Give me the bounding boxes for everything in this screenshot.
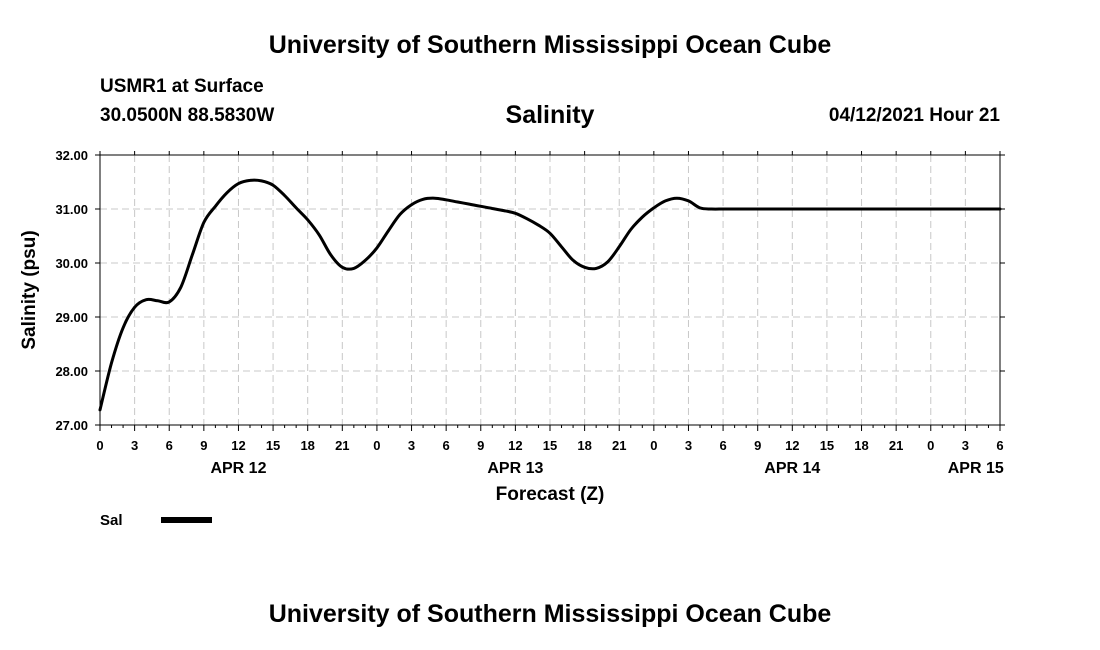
legend: Sal — [100, 512, 212, 529]
series-layer — [98, 178, 1002, 412]
y-tick-label: 31.00 — [55, 202, 88, 217]
x-tick-label: 12 — [785, 438, 799, 453]
y-tick-label: 32.00 — [55, 148, 88, 163]
y-tick-labels: 27.00 28.00 29.00 30.00 31.00 32.00 — [55, 148, 88, 433]
footer-title: University of Southern Mississippi Ocean… — [268, 600, 832, 628]
station-name: USMR1 at Surface — [100, 76, 264, 97]
x-tick-label: 6 — [719, 438, 726, 453]
y-tick-label: 30.00 — [55, 256, 88, 271]
station-coordinates: 30.0500N 88.5830W — [100, 105, 275, 126]
day-label: APR 14 — [764, 460, 820, 477]
x-tick-label: 12 — [231, 438, 245, 453]
x-tick-label: 21 — [612, 438, 626, 453]
grid-lines — [100, 155, 1000, 425]
series-line-sal — [98, 178, 1002, 412]
forecast-date-label: 04/12/2021 Hour 21 — [828, 105, 1000, 126]
x-tick-label: 21 — [889, 438, 903, 453]
y-axis-title: Salinity (psu) — [19, 230, 40, 349]
x-tick-label: 6 — [443, 438, 450, 453]
x-tick-label: 9 — [754, 438, 761, 453]
y-tick-label: 29.00 — [55, 310, 88, 325]
x-tick-label: 18 — [300, 438, 314, 453]
x-tick-label: 12 — [508, 438, 522, 453]
x-tick-label: 9 — [200, 438, 207, 453]
x-tick-label: 0 — [927, 438, 934, 453]
day-label: APR 15 — [948, 460, 1004, 477]
y-tick-label: 28.00 — [55, 364, 88, 379]
x-axis-title: Forecast (Z) — [496, 484, 605, 505]
variable-title: Salinity — [505, 101, 595, 129]
x-tick-label: 15 — [266, 438, 280, 453]
x-tick-label: 3 — [962, 438, 969, 453]
x-tick-label: 6 — [166, 438, 173, 453]
x-tick-label: 9 — [477, 438, 484, 453]
day-label: APR 13 — [487, 460, 543, 477]
x-tick-label: 15 — [543, 438, 557, 453]
page-title: University of Southern Mississippi Ocean… — [268, 31, 832, 59]
day-label: APR 12 — [210, 460, 266, 477]
y-tick-label: 27.00 — [55, 418, 88, 433]
x-tick-label: 0 — [373, 438, 380, 453]
day-labels: APR 12 APR 13 APR 14 APR 15 — [210, 460, 1003, 477]
x-tick-label: 18 — [577, 438, 591, 453]
x-tick-label: 6 — [996, 438, 1003, 453]
tick-marks — [95, 151, 1005, 431]
x-tick-label: 0 — [96, 438, 103, 453]
legend-label-sal: Sal — [100, 512, 123, 529]
x-tick-label: 21 — [335, 438, 349, 453]
x-tick-label: 3 — [131, 438, 138, 453]
x-tick-label: 3 — [408, 438, 415, 453]
x-tick-label: 0 — [650, 438, 657, 453]
x-tick-label: 15 — [820, 438, 834, 453]
x-tick-labels: 0 3 6 9 12 15 18 21 0 3 6 9 12 15 18 21 0 3 6 9 12 15 18 21 0 3 6 — [96, 438, 1003, 453]
x-tick-label: 18 — [854, 438, 868, 453]
x-tick-label: 3 — [685, 438, 692, 453]
